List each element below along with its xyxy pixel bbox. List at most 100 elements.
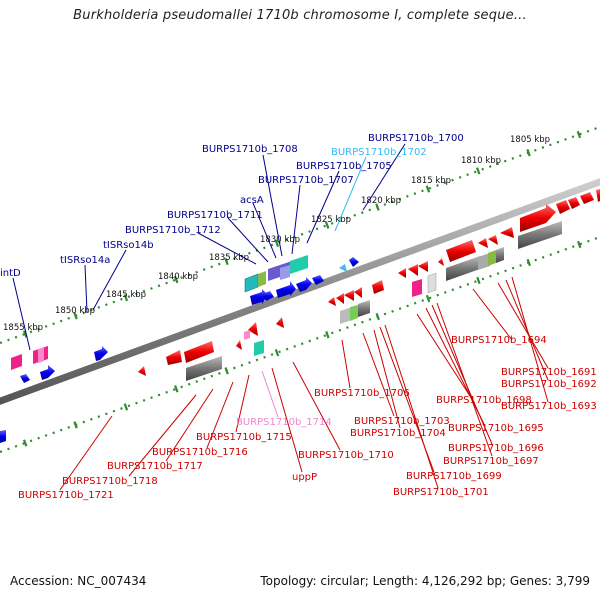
forward-strand-genes (0, 257, 359, 443)
gene-label[interactable]: BURPS1710b_1695 (448, 423, 544, 434)
gene-arrow[interactable] (236, 340, 242, 350)
scale-tick (425, 185, 431, 193)
scale-tick (325, 331, 330, 339)
gene-arrow[interactable] (398, 268, 406, 278)
gene-arrow[interactable] (312, 275, 324, 285)
gene-arrow[interactable] (349, 257, 359, 267)
scale-tick (375, 313, 380, 321)
gene-labels-bottom: BURPS1710b_1694 BURPS1710b_1691 BURPS171… (18, 335, 597, 501)
gene-arrow[interactable] (344, 290, 354, 301)
gene-label[interactable]: BURPS1710b_1706 (314, 388, 410, 399)
gene-label[interactable]: uppP (292, 472, 317, 483)
scale-label: 1830 kbp (260, 235, 300, 245)
gene-arrow[interactable] (94, 346, 108, 361)
gene-arrow[interactable] (488, 235, 498, 245)
scale-tick (73, 421, 78, 429)
gene-label[interactable]: BURPS1710b_1705 (296, 161, 392, 172)
gene-label[interactable]: BURPS1710b_1715 (196, 432, 292, 443)
gene-arrow[interactable] (354, 287, 362, 298)
gene-label[interactable]: BURPS1710b_1699 (406, 471, 502, 482)
gene-label[interactable]: BURPS1710b_1708 (202, 144, 298, 155)
scale-tick (224, 367, 229, 375)
gene-arrow[interactable] (478, 238, 488, 248)
gene-arrow[interactable] (446, 240, 476, 262)
scale-label: 1815 kbp (411, 176, 451, 186)
gene-arrow[interactable] (250, 289, 268, 305)
gene-label[interactable]: BURPS1710b_1697 (443, 456, 539, 467)
feature-blocks-top (11, 255, 308, 370)
gene-arrow[interactable] (596, 189, 600, 202)
scale-tick (425, 294, 431, 303)
gene-label[interactable]: BURPS1710b_1721 (18, 490, 114, 501)
scale-tick (476, 276, 481, 285)
scale-labels: 1805 kbp 1810 kbp 1815 kbp 1820 kbp 1825… (3, 135, 550, 333)
gene-arrow[interactable] (500, 227, 514, 238)
gene-label[interactable]: BURPS1710b_1700 (368, 133, 464, 144)
scale-label: 1820 kbp (361, 196, 401, 206)
scale-tick (375, 203, 380, 211)
gene-arrow[interactable] (418, 261, 428, 272)
gene-labels-top: BURPS1710b_1700 BURPS1710b_1702 BURPS171… (0, 133, 464, 279)
scale-tick (475, 167, 481, 175)
gene-arrow[interactable] (372, 280, 384, 294)
gene-arrow[interactable] (336, 293, 344, 304)
gene-label[interactable]: BURPS1710b_1702 (331, 147, 427, 158)
gene-label[interactable]: BURPS1710b_1693 (501, 401, 597, 412)
gene-label[interactable]: BURPS1710b_1694 (451, 335, 547, 346)
gene-label[interactable]: BURPS1710b_1703 (354, 416, 450, 427)
scale-tick (123, 294, 129, 302)
gene-label[interactable]: BURPS1710b_1696 (448, 443, 544, 454)
gene-label[interactable]: BURPS1710b_1718 (62, 476, 158, 487)
gene-label[interactable]: BURPS1710b_1698 (436, 395, 532, 406)
gene-label[interactable]: tISRso14a (60, 255, 110, 266)
gene-label[interactable]: BURPS1710b_1711 (167, 210, 263, 221)
scale-label: 1810 kbp (461, 156, 501, 166)
gene-arrow[interactable] (20, 374, 30, 383)
top-label-connectors (12, 143, 406, 351)
gene-arrow[interactable] (520, 204, 556, 232)
gene-label[interactable]: BURPS1710b_1691 (501, 367, 597, 378)
gene-arrow[interactable] (276, 281, 296, 298)
gene-arrow[interactable] (138, 366, 146, 376)
gene-arrow[interactable] (568, 197, 580, 209)
gene-label[interactable]: acsA (240, 195, 264, 206)
gene-arrow[interactable] (248, 322, 258, 336)
gene-label[interactable]: BURPS1710b_1710 (298, 450, 394, 461)
gene-label[interactable]: intD (0, 268, 21, 279)
gene-arrow[interactable] (166, 350, 182, 365)
scale-tick (73, 312, 78, 320)
gene-arrow[interactable] (0, 430, 6, 443)
scale-tick (123, 403, 129, 411)
gene-label[interactable]: BURPS1710b_1707 (258, 175, 354, 186)
gene-arrow[interactable] (556, 200, 570, 214)
scale-tick (174, 385, 179, 393)
scale-tick (576, 240, 582, 249)
map-title: Burkholderia pseudomallei 1710b chromoso… (73, 8, 527, 23)
gene-label[interactable]: BURPS1710b_1714 (236, 417, 332, 428)
gene-label[interactable]: BURPS1710b_1701 (393, 487, 489, 498)
gene-label[interactable]: BURPS1710b_1717 (107, 461, 203, 472)
gene-arrow[interactable] (408, 264, 418, 276)
gene-arrow[interactable] (339, 264, 347, 272)
gene-label[interactable]: BURPS1710b_1692 (501, 379, 597, 390)
gene-arrow[interactable] (438, 258, 444, 266)
scale-tick (274, 239, 280, 247)
gene-label[interactable]: BURPS1710b_1704 (350, 428, 446, 439)
gene-label[interactable]: tISRso14b (103, 240, 154, 251)
gene-arrow[interactable] (184, 341, 214, 363)
scale-tick (576, 130, 582, 139)
gene-label[interactable]: BURPS1710b_1716 (152, 447, 248, 458)
bottom-label-connectors (59, 276, 549, 491)
gene-arrow[interactable] (262, 291, 274, 301)
gene-arrow[interactable] (580, 192, 594, 204)
scale-label: 1850 kbp (55, 306, 95, 316)
major-ticks-inner (22, 240, 582, 447)
gene-arrow[interactable] (296, 277, 312, 292)
scale-label: 1825 kbp (311, 215, 351, 225)
scale-label: 1805 kbp (510, 135, 550, 145)
gene-arrow[interactable] (328, 297, 336, 306)
gene-label[interactable]: BURPS1710b_1712 (125, 225, 221, 236)
gene-arrow[interactable] (276, 317, 284, 328)
gene-arrow[interactable] (40, 365, 55, 380)
